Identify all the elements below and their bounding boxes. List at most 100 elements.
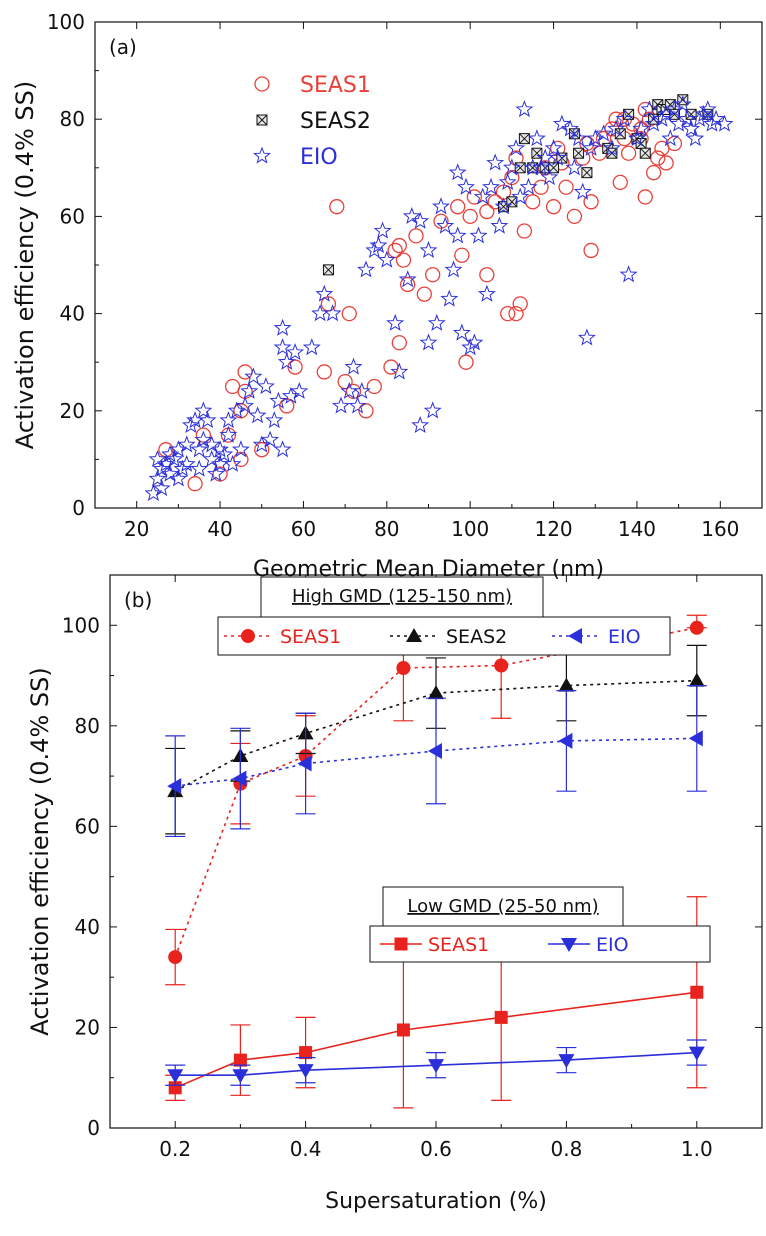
data-point [152, 479, 171, 497]
data-point-shape [466, 189, 483, 205]
data-point [612, 174, 628, 191]
data-point [190, 440, 209, 458]
data-point [411, 416, 430, 434]
data-point-shape [586, 129, 605, 147]
data-point-shape [500, 305, 516, 322]
data-point-shape [286, 343, 305, 361]
data-point [169, 440, 188, 458]
data-point-shape [169, 440, 188, 458]
data-point [558, 1054, 575, 1069]
data-point [256, 377, 275, 395]
data-point [212, 466, 228, 482]
data-point [232, 1069, 249, 1084]
data-point [462, 208, 478, 225]
data-point-shape [416, 286, 432, 302]
data-point [512, 296, 528, 312]
data-point-shape [254, 442, 270, 458]
data-point [594, 124, 613, 142]
data-point [227, 401, 246, 419]
series-line [175, 1051, 697, 1076]
y-tick-label: 60 [60, 204, 85, 228]
data-point [479, 267, 495, 283]
data-point [515, 100, 534, 118]
panel-label: (b) [124, 588, 152, 612]
data-point-shape [256, 377, 275, 395]
data-point [500, 305, 516, 322]
data-point-shape [619, 265, 638, 283]
data-point-shape [494, 197, 513, 215]
data-point [161, 445, 179, 463]
data-point [244, 367, 263, 385]
data-point-shape [566, 208, 583, 225]
data-point-shape [190, 440, 209, 458]
data-point-shape [540, 168, 559, 186]
data-point [506, 196, 518, 208]
data-point-shape [552, 114, 571, 132]
data-point [602, 139, 621, 156]
data-point [583, 194, 599, 210]
y-tick-label: 60 [75, 814, 100, 838]
data-point-shape [366, 378, 382, 395]
data-point [690, 985, 704, 999]
legend-title-box [382, 886, 624, 927]
data-point [507, 139, 526, 156]
data-point [265, 411, 284, 429]
data-point-shape [345, 383, 362, 400]
data-point [261, 430, 280, 448]
data-point [466, 189, 483, 205]
x-tick-label: 100 [451, 517, 489, 541]
data-point [490, 216, 509, 234]
legend-label: SEAS2 [300, 109, 371, 134]
data-point-shape [223, 454, 242, 472]
series-line [174, 627, 697, 958]
data-point [358, 403, 374, 419]
y-tick-label: 100 [62, 613, 100, 637]
data-point-shape [615, 109, 634, 127]
data-point [579, 135, 595, 152]
data-point-shape [448, 226, 467, 244]
data-point-shape [690, 109, 709, 127]
y-axis-label: Activation efficiency (0.4% SS) [11, 81, 39, 449]
data-point-shape [452, 323, 471, 341]
legend-marker [241, 629, 255, 643]
data-point [425, 267, 441, 283]
data-point-shape [715, 114, 734, 132]
legend-a: SEAS1 SEAS2 EIO [253, 73, 371, 170]
data-point [518, 133, 530, 145]
data-point [461, 338, 480, 356]
data-point-shape [428, 685, 444, 700]
x-tick-label: 0.4 [290, 1137, 322, 1161]
data-point [690, 109, 709, 127]
data-point-shape [177, 454, 196, 472]
data-point [148, 450, 167, 468]
data-point [479, 203, 495, 220]
data-point-shape [190, 459, 209, 477]
data-point-shape [494, 1010, 508, 1024]
data-point [433, 213, 449, 229]
data-point [652, 109, 671, 127]
data-point [357, 260, 375, 278]
data-point-shape [504, 169, 520, 186]
data-point [698, 100, 717, 118]
y-tick-label: 20 [75, 1015, 100, 1039]
legend-marker [406, 628, 422, 642]
data-point-shape [152, 479, 171, 497]
data-point-shape [227, 401, 246, 419]
series-line [174, 991, 697, 1089]
data-point [540, 168, 559, 186]
data-point-shape [532, 158, 551, 176]
x-tick-label: 120 [534, 517, 572, 541]
legend-label: EIO [300, 145, 338, 170]
data-point-shape [425, 267, 441, 283]
data-point-shape [448, 163, 467, 181]
data-point [558, 179, 574, 195]
data-point [452, 323, 471, 341]
data-point [365, 240, 384, 259]
legend-label: EIO [608, 626, 641, 648]
data-point [486, 153, 505, 171]
data-point-shape [698, 100, 717, 118]
y-tick-label: 80 [75, 714, 100, 738]
data-point-shape [411, 416, 430, 434]
data-point [299, 1046, 313, 1060]
